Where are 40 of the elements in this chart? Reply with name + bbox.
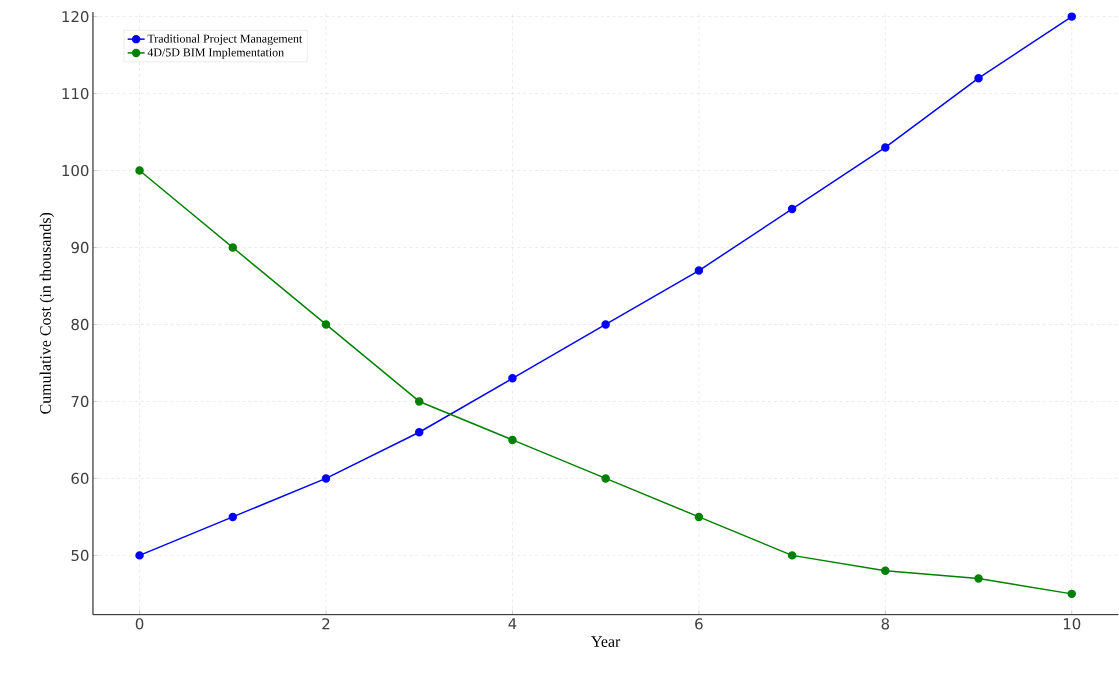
- x-tick-label: 2: [322, 618, 330, 630]
- point: [1067, 589, 1076, 599]
- y-tick-label: 60: [71, 472, 89, 485]
- point: [694, 512, 704, 522]
- point: [228, 512, 238, 522]
- legend-label: Traditional Project Management: [147, 34, 303, 46]
- point: [135, 166, 144, 175]
- point: [135, 551, 144, 560]
- legend-label: 4D/5D BIM Implementation: [147, 48, 284, 60]
- point: [228, 243, 238, 252]
- x-tick-label: 8: [881, 618, 890, 630]
- point: [881, 143, 890, 152]
- point: [321, 320, 331, 329]
- point: [974, 74, 983, 83]
- x-tick-label: 10: [1063, 618, 1081, 630]
- point: [694, 266, 704, 276]
- point: [321, 474, 331, 483]
- y-tick-label: 70: [71, 395, 89, 408]
- y-tick-label: 50: [71, 549, 89, 562]
- point: [601, 474, 610, 483]
- y-tick-label: 100: [62, 165, 89, 177]
- y-tick-label: 90: [71, 242, 89, 254]
- x-tick-label: 4: [508, 618, 517, 630]
- y-tick-label: 120: [62, 11, 89, 23]
- point: [414, 428, 424, 437]
- x-axis-title: Year: [591, 636, 621, 648]
- y-tick-label: 80: [71, 319, 89, 331]
- point: [787, 204, 797, 214]
- point: [1067, 12, 1076, 22]
- point: [881, 566, 890, 576]
- point: [974, 574, 983, 583]
- x-tick-label: 6: [695, 618, 703, 630]
- point: [508, 435, 517, 445]
- x-tick-label: 0: [135, 618, 144, 630]
- y-axis-title: Cumulative Cost (in thousands): [39, 213, 55, 414]
- point: [508, 374, 517, 383]
- point: [414, 397, 424, 406]
- y-tick-label: 110: [62, 88, 89, 100]
- point: [787, 551, 797, 560]
- point: [601, 320, 610, 329]
